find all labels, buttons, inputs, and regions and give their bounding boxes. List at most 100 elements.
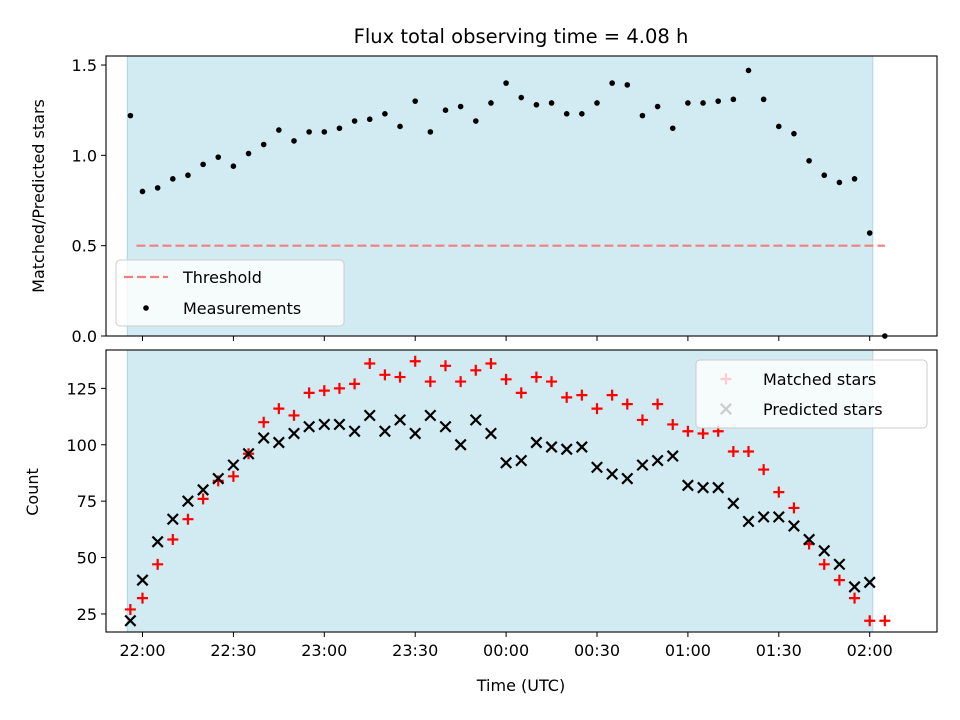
predicted-star-point — [197, 483, 210, 496]
bottom-y-tick-label: 125 — [66, 379, 97, 398]
x-tick-label: 02:00 — [847, 641, 893, 660]
measurement-point — [139, 188, 146, 195]
measurement-point — [321, 129, 328, 135]
predicted-star-point — [575, 441, 588, 453]
top-y-tick-label: 1.5 — [72, 56, 97, 75]
legend-threshold-label: Threshold — [182, 268, 262, 287]
bottom-legend — [695, 359, 928, 429]
predicted-star-point — [712, 481, 725, 494]
matched-star-point — [743, 446, 754, 458]
measurement-point — [654, 103, 661, 110]
predicted-star-point — [515, 454, 528, 467]
measurement-point — [639, 112, 646, 119]
matched-star-point — [849, 592, 861, 604]
predicted-star-point — [288, 427, 300, 440]
matched-star-point — [758, 464, 770, 476]
x-tick-label: 01:30 — [756, 641, 802, 660]
measurement-point — [366, 116, 373, 123]
matched-star-point — [727, 446, 739, 458]
predicted-star-point — [560, 443, 573, 456]
matched-star-point — [455, 376, 467, 388]
measurement-point — [291, 138, 297, 144]
matched-star-point — [485, 358, 497, 370]
measurement-point — [594, 100, 600, 106]
predicted-star-point — [545, 441, 558, 453]
top-legend — [115, 259, 345, 327]
bottom-y-tick-label: 50 — [77, 549, 97, 568]
matched-star-point — [364, 358, 376, 370]
measurement-point — [230, 163, 237, 169]
matched-star-point — [818, 558, 830, 570]
predicted-star-point — [212, 472, 225, 485]
top-y-tick-label: 1.0 — [72, 146, 97, 165]
measurement-point — [579, 111, 585, 117]
measurement-point — [715, 98, 721, 104]
predicted-star-point — [409, 427, 422, 440]
predicted-star-point — [591, 461, 603, 474]
y-axis-label-count: Count — [23, 468, 42, 516]
predicted-star-point — [621, 472, 634, 485]
predicted-star-point — [348, 425, 361, 438]
matched-star-point — [682, 425, 694, 437]
matched-star-point — [124, 603, 136, 615]
measurement-point — [533, 101, 540, 108]
predicted-star-point — [666, 450, 679, 463]
matched-star-point — [197, 493, 209, 505]
bottom-y-tick-label: 25 — [77, 605, 97, 624]
matched-star-point — [788, 502, 800, 514]
legend-matched-label: Matched stars — [763, 370, 876, 389]
predicted-star-point — [636, 459, 649, 472]
matched-star-point — [409, 355, 421, 367]
predicted-star-point — [124, 614, 137, 627]
predicted-star-point — [742, 515, 755, 528]
matched-star-point — [636, 414, 648, 426]
predicted-star-point — [833, 558, 846, 571]
measurement-point — [791, 130, 797, 137]
predicted-star-point — [803, 533, 816, 546]
matched-star-point — [318, 385, 330, 397]
measurement-point — [503, 80, 509, 86]
measurement-point — [685, 100, 691, 106]
predicted-star-point — [151, 535, 164, 548]
matched-star-point — [591, 403, 603, 415]
matched-star-point — [333, 382, 345, 394]
predicted-star-point — [378, 425, 391, 438]
matched-star-point — [667, 418, 679, 430]
bottom-y-tick-label: 75 — [77, 492, 97, 511]
matched-star-point — [440, 360, 451, 372]
measurement-point — [412, 98, 419, 104]
predicted-star-point — [606, 468, 619, 481]
predicted-star-point — [303, 420, 316, 433]
measurement-point — [185, 172, 191, 179]
matched-star-point — [470, 364, 482, 376]
measurement-point — [821, 172, 828, 179]
x-tick-label: 00:30 — [574, 641, 620, 660]
top-y-tick-label: 0.5 — [72, 237, 97, 256]
predicted-star-point — [863, 576, 876, 589]
legend-measurements-swatch — [143, 305, 149, 311]
matched-star-point — [258, 416, 270, 428]
matched-star-point — [424, 376, 436, 388]
predicted-star-point — [651, 454, 664, 467]
matched-star-point — [879, 615, 891, 627]
predicted-star-point — [469, 413, 482, 426]
matched-star-point — [152, 558, 164, 570]
predicted-star-point — [697, 481, 710, 494]
predicted-star-point — [166, 513, 179, 526]
measurement-point — [836, 179, 843, 186]
predicted-star-point — [242, 447, 255, 460]
matched-star-point — [182, 513, 194, 525]
measurement-point — [609, 80, 615, 86]
measurement-point — [624, 82, 631, 88]
matched-star-point — [864, 615, 876, 627]
predicted-star-point — [757, 510, 770, 523]
x-tick-label: 22:00 — [119, 641, 165, 660]
measurement-point — [488, 100, 494, 106]
measurement-point — [760, 96, 767, 103]
predicted-star-point — [500, 456, 513, 469]
predicted-star-point — [484, 427, 497, 440]
measurement-point — [336, 125, 343, 132]
matched-star-point — [606, 389, 618, 401]
matched-star-point — [652, 398, 664, 410]
top-plot-frame — [105, 55, 938, 337]
